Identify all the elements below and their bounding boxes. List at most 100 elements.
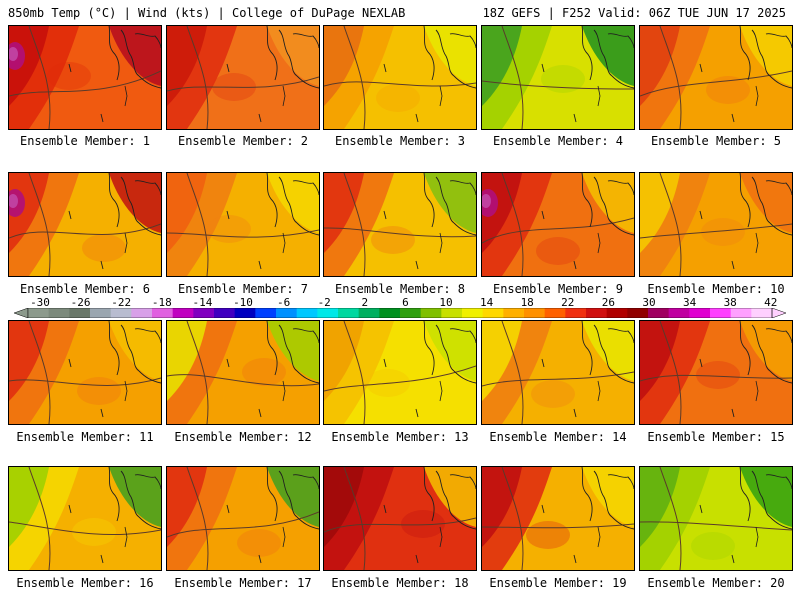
- ensemble-member-label: Ensemble Member: 2: [177, 134, 309, 148]
- colorbar-swatch: [400, 308, 422, 318]
- colorbar-swatch: [296, 308, 318, 318]
- colorbar-swatch: [152, 308, 174, 318]
- temperature-field: [640, 321, 792, 424]
- colorbar-tick-label: 22: [561, 296, 575, 309]
- ensemble-member-label: Ensemble Member: 15: [647, 430, 785, 444]
- colorbar-tick-label: 38: [723, 296, 737, 309]
- temperature-field: [167, 467, 319, 570]
- colorbar-swatch: [544, 308, 566, 318]
- ensemble-member-7-map: [166, 172, 320, 277]
- temperature-field: [640, 173, 792, 276]
- ensemble-member-5-map: [639, 25, 793, 130]
- colorbar-swatch: [420, 308, 442, 318]
- colorbar-swatch: [358, 308, 380, 318]
- ensemble-member-15-map: [639, 320, 793, 425]
- temperature-field: [324, 467, 476, 570]
- colorbar-swatch: [751, 308, 773, 318]
- colorbar-swatch: [48, 308, 70, 318]
- ensemble-member-label: Ensemble Member: 9: [492, 282, 624, 296]
- colorbar-swatch: [28, 308, 50, 318]
- temperature-field: [324, 26, 476, 129]
- temperature-field: [9, 321, 161, 424]
- ensemble-member-20-map: [639, 466, 793, 571]
- temperature-field: [9, 467, 161, 570]
- ensemble-member-label: Ensemble Member: 4: [492, 134, 624, 148]
- ensemble-member-label: Ensemble Member: 5: [650, 134, 782, 148]
- ensemble-member-2-map: [166, 25, 320, 130]
- colorbar-tick-label: 42: [764, 296, 778, 309]
- run-valid-time: 18Z GEFS | F252 Valid: 06Z TUE JUN 17 20…: [482, 6, 786, 20]
- temperature-colorbar: [14, 308, 786, 318]
- ensemble-member-4-map: [481, 25, 635, 130]
- colorbar-swatch: [276, 308, 298, 318]
- temperature-field: [324, 321, 476, 424]
- ensemble-member-label: Ensemble Member: 10: [647, 282, 785, 296]
- temperature-field: [482, 467, 634, 570]
- ensemble-member-13-map: [323, 320, 477, 425]
- colorbar-swatch: [172, 308, 194, 318]
- ensemble-member-label: Ensemble Member: 11: [16, 430, 154, 444]
- colorbar-swatch: [255, 308, 277, 318]
- ensemble-member-label: Ensemble Member: 7: [177, 282, 309, 296]
- map-title: 850mb Temp (°C) | Wind (kts) | College o…: [8, 6, 406, 20]
- colorbar-swatch: [214, 308, 236, 318]
- temperature-field: [9, 173, 161, 276]
- ensemble-member-label: Ensemble Member: 20: [647, 576, 785, 590]
- ensemble-member-3-map: [323, 25, 477, 130]
- colorbar-tick-label: -26: [70, 296, 91, 309]
- colorbar-swatch: [338, 308, 360, 318]
- colorbar-swatch: [648, 308, 670, 318]
- temperature-field: [167, 173, 319, 276]
- colorbar-tick-label: -30: [30, 296, 50, 309]
- temperature-field: [640, 26, 792, 129]
- colorbar-swatch: [503, 308, 525, 318]
- colorbar-tick-label: -18: [151, 296, 172, 309]
- colorbar-tick-label: -22: [111, 296, 132, 309]
- ensemble-member-1-map: [8, 25, 162, 130]
- temperature-field: [640, 467, 792, 570]
- colorbar-swatch: [379, 308, 401, 318]
- temperature-field: [324, 173, 476, 276]
- ensemble-member-8-map: [323, 172, 477, 277]
- colorbar-swatch: [689, 308, 711, 318]
- ensemble-member-label: Ensemble Member: 13: [331, 430, 469, 444]
- colorbar-tick-label: -14: [192, 296, 213, 309]
- ensemble-member-10-map: [639, 172, 793, 277]
- colorbar-swatch: [730, 308, 752, 318]
- colorbar-tick-label: -6: [276, 296, 291, 309]
- ensemble-member-17-map: [166, 466, 320, 571]
- ensemble-member-11-map: [8, 320, 162, 425]
- colorbar-swatch: [668, 308, 690, 318]
- colorbar-tick-label: 34: [682, 296, 697, 309]
- colorbar-swatch: [441, 308, 463, 318]
- ensemble-member-label: Ensemble Member: 1: [19, 134, 151, 148]
- ensemble-member-label: Ensemble Member: 3: [334, 134, 466, 148]
- ensemble-member-label: Ensemble Member: 8: [334, 282, 466, 296]
- colorbar-swatch: [606, 308, 628, 318]
- colorbar-swatch: [462, 308, 484, 318]
- ensemble-member-19-map: [481, 466, 635, 571]
- colorbar-tick-label: 10: [439, 296, 453, 309]
- ensemble-member-6-map: [8, 172, 162, 277]
- colorbar-swatch: [69, 308, 91, 318]
- colorbar-swatch: [193, 308, 215, 318]
- colorbar-swatch: [565, 308, 587, 318]
- ensemble-member-label: Ensemble Member: 12: [174, 430, 312, 444]
- ensemble-member-label: Ensemble Member: 18: [331, 576, 469, 590]
- colorbar-tick-label: 18: [520, 296, 534, 309]
- ensemble-member-label: Ensemble Member: 19: [489, 576, 627, 590]
- temperature-field: [482, 173, 634, 276]
- colorbar-tick-label: 2: [361, 296, 369, 309]
- ensemble-member-label: Ensemble Member: 17: [174, 576, 312, 590]
- colorbar-swatch: [710, 308, 732, 318]
- colorbar-tick-label: -2: [317, 296, 331, 309]
- ensemble-member-9-map: [481, 172, 635, 277]
- temperature-field: [482, 26, 634, 129]
- ensemble-member-18-map: [323, 466, 477, 571]
- temperature-field: [167, 26, 319, 129]
- colorbar-swatch: [482, 308, 504, 318]
- colorbar-swatch: [524, 308, 546, 318]
- colorbar-tick-label: 14: [479, 296, 494, 309]
- colorbar-swatch: [110, 308, 132, 318]
